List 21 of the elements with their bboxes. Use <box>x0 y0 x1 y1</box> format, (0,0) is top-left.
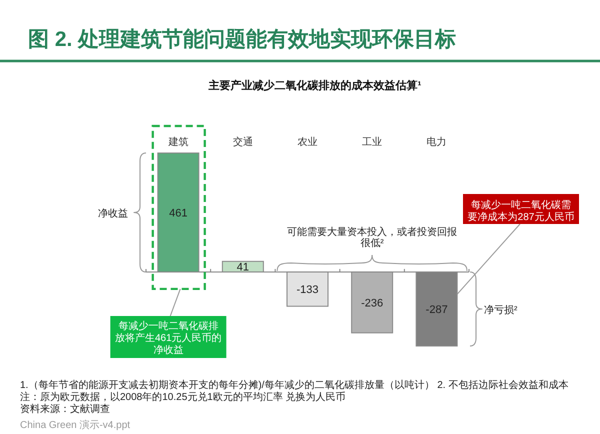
text: 注：原为欧元数据，以2008年的10.25元兑1欧元的平均汇率 兑换为人民币 <box>20 391 346 403</box>
text: 资料来源：文献调查 <box>20 403 110 415</box>
annotation: 可能需要大量资本投入，或者投资回报很低² <box>287 226 458 249</box>
x-tick-label: 建筑 <box>167 136 188 148</box>
x-tick-label: 工业 <box>362 136 382 148</box>
data-label: 461 <box>169 207 188 220</box>
text: 净亏损² <box>484 304 518 316</box>
data-label: -133 <box>296 284 319 296</box>
data-label: -236 <box>361 297 384 310</box>
chart-subtitle: 主要产业减少二氧化碳排放的成本效益估算¹ <box>208 79 422 92</box>
text: China Green 演示-v4.ppt <box>20 419 130 431</box>
annotation: 每减少一吨二氧化碳需要净成本为287元人民币 <box>468 199 574 223</box>
x-tick-label: 交通 <box>232 136 253 148</box>
data-label: 41 <box>236 262 250 274</box>
text: 1.（每年节省的能源开支减去初期资本开支的每年分摊)/每年减少的二氧化碳排放量（以吨计） 2. 不包括边际社会效益和成本 <box>20 379 568 391</box>
text: 净收益 <box>98 207 128 220</box>
chart-title: 图 2. 处理建筑节能问题能有效地实现环保目标 <box>28 27 456 51</box>
annotation: 每减少一吨二氧化碳排放将产生461元人民币的净收益 <box>114 320 222 356</box>
x-tick-label: 电力 <box>426 136 447 148</box>
x-tick-label: 农业 <box>298 136 318 148</box>
data-label: -287 <box>426 304 448 316</box>
